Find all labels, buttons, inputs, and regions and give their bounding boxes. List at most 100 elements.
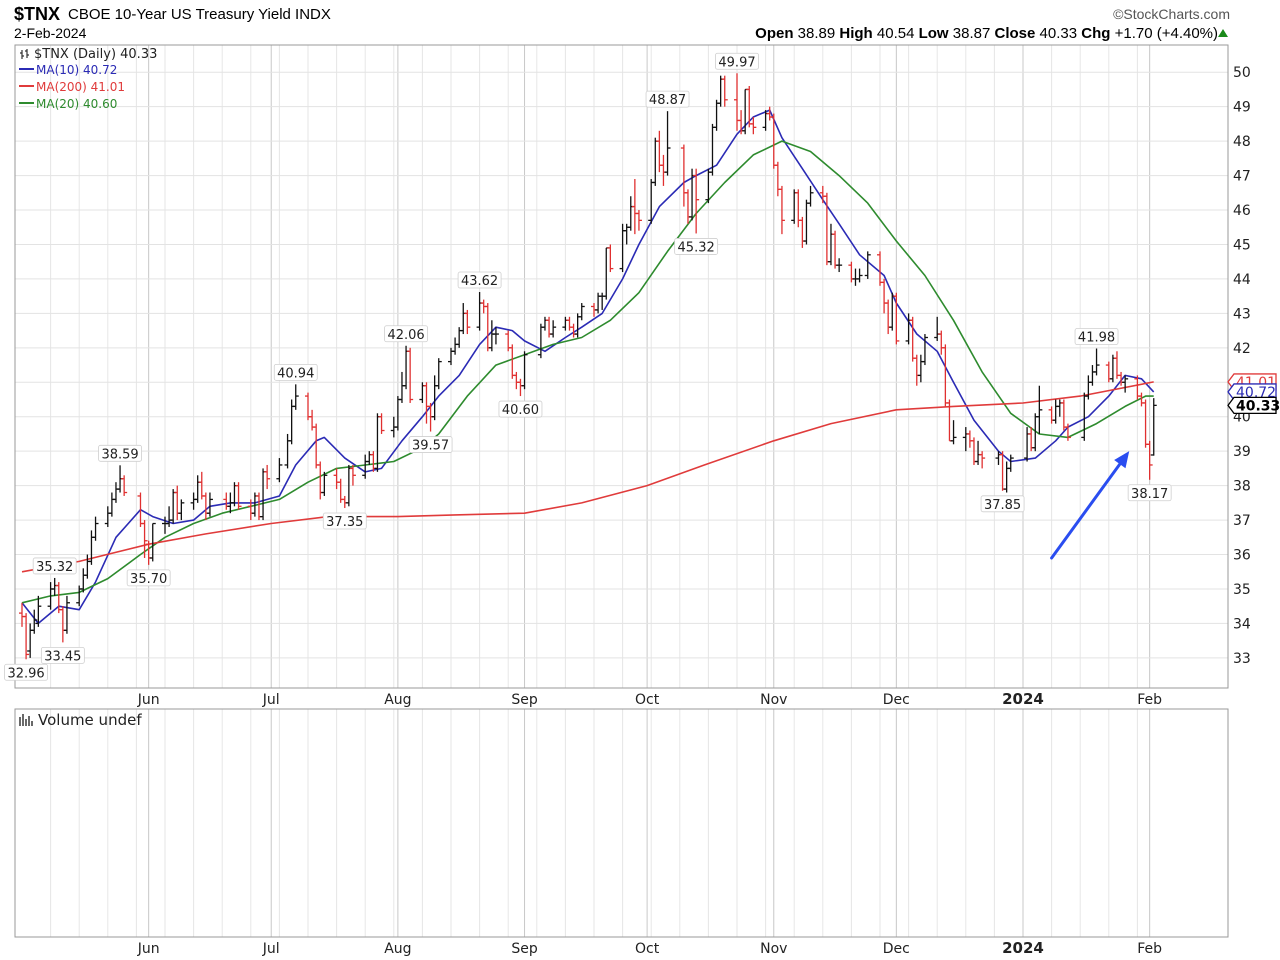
ohlc-bar [264,464,271,490]
ohlc-bar [206,492,213,517]
close-label: Close [994,25,1036,42]
x-tick-label-volume: Nov [760,941,787,957]
legend-ma20-text: MA(20) 40.60 [36,97,117,111]
ohlc-bar [832,230,839,269]
legend-ma10-text: MA(10) 40.72 [36,63,117,77]
ohlc-summary: Open 38.89 High 40.54 Low 38.87 Close 40… [755,25,1218,42]
ohlc-bar [104,506,111,527]
x-tick-label: Feb [1137,692,1162,708]
value-label: 43.62 [457,271,502,289]
ohlc-bar [1085,375,1092,400]
legend: $TNX (Daily) 40.33 MA(10) 40.72 MA(200) … [19,47,157,111]
ohlc-bar [795,189,802,228]
value-label: 38.59 [98,444,142,462]
svg-text:49.97: 49.97 [718,55,755,70]
ohlc-bar [305,392,311,421]
ohlc-bar [778,185,785,235]
svg-text:37.35: 37.35 [326,515,363,530]
chart-title: CBOE 10-Year US Treasury Yield INDX [68,6,331,23]
value-label: 45.32 [674,238,719,255]
ohlc-bar [509,344,516,379]
ma-line-ma200 [21,381,1154,573]
ohlc-bar [541,316,548,331]
ohlc-bar [1007,454,1014,472]
y-tick-label: 42 [1233,341,1251,357]
ohlc-bar [656,130,663,173]
x-tick-label-volume: Aug [384,941,411,957]
ohlc-bar [807,185,814,207]
arrow-layer [1050,451,1130,560]
ohlc-bar [235,482,242,510]
legend-price-text: $TNX (Daily) 40.33 [34,47,157,62]
legend-price: $TNX (Daily) 40.33 [20,47,157,62]
ohlc-bar [750,117,757,135]
ohlc-bar [394,396,401,431]
y-tick-label: 47 [1233,169,1251,185]
ohlc-bar [652,137,659,186]
y-tick-label: 49 [1233,100,1251,116]
svg-text:37.85: 37.85 [984,498,1021,513]
close-value: 40.33 [1039,25,1078,42]
ohlc-bar [917,354,924,383]
ohlc-bar [423,382,430,424]
value-label: 39.57 [408,436,453,454]
ohlc-bar [178,499,185,521]
svg-text:41.98: 41.98 [1078,331,1115,346]
ohlc-bar [170,489,177,524]
ohlc-bar [435,358,442,390]
grid-layer [15,45,1228,937]
x-tick-label: Jul [262,692,280,708]
ohlc-bar [407,347,414,403]
ohlc-bar [938,330,945,355]
ohlc-bar [51,577,58,596]
ohlc-bar [255,492,262,521]
legend-ma200-text: MA(200) 41.01 [36,80,125,94]
ohlc-bar [223,492,230,510]
x-tick-label-volume: Oct [635,941,660,957]
ohlc-bar [488,320,495,352]
ohlc-bar [836,258,843,273]
ohlc-bar [513,371,520,390]
x-tick-label-volume: 2024 [1002,939,1044,957]
ohlc-bar [803,199,810,245]
ohlc-bar [664,111,671,176]
ohlc-bar [317,461,324,500]
value-label: 49.97 [715,52,759,70]
ohlc-bar [603,247,610,300]
ohlc-bar [799,216,806,248]
low-value: 38.87 [952,25,991,42]
moving-average-layer [21,109,1155,625]
ohlc-bar [31,609,38,634]
value-label: 37.85 [980,495,1025,513]
ohlc-bar [1052,399,1059,424]
ohlc-bar [635,210,642,231]
ohlc-bar [631,179,638,235]
svg-text:40.60: 40.60 [502,403,539,418]
x-tick-label-volume: Jul [262,941,280,957]
ohlc-bar [35,595,42,627]
ohlc-bar [684,189,691,224]
x-tick-label: Jun [137,692,160,708]
ohlc-bar [341,495,348,509]
legend-ma10: MA(10) 40.72 [19,63,117,77]
ohlc-bar [149,522,156,562]
ohlc-bar [819,185,826,204]
legend-ma20: MA(20) 40.60 [19,97,117,111]
brand-watermark: ©StockCharts.com [1113,6,1230,22]
ohlc-bar [537,323,544,359]
ohlc-bar [190,492,197,510]
ohlc-bar-layer [19,73,1157,660]
ohlc-bar [979,451,986,469]
price-tag: 40.33 [1227,396,1280,414]
open-value: 38.89 [797,25,836,42]
ohlc-bar [313,423,320,469]
ohlc-bar [791,189,798,224]
ohlc-bar [1150,398,1157,456]
x-tick-label: Sep [511,692,538,708]
ohlc-bar [1113,351,1120,379]
ohlc-bar [1048,406,1055,424]
svg-text:32.96: 32.96 [7,666,44,681]
y-tick-label: 33 [1233,651,1251,667]
value-label: 40.60 [498,400,543,418]
ohlc-bar [913,354,920,386]
